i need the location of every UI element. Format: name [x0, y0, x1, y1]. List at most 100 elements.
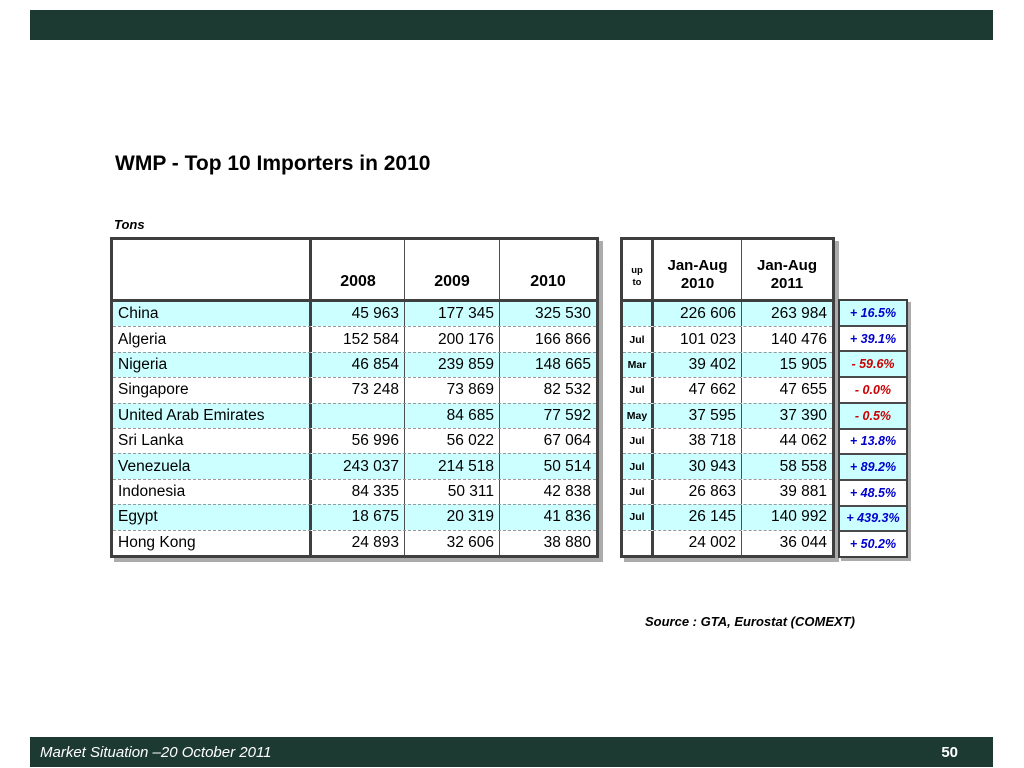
up-to-month: Jul	[629, 384, 645, 397]
value-2008: 84 335	[309, 479, 404, 505]
country-name: Hong Kong	[118, 533, 196, 551]
country-name: Algeria	[118, 330, 167, 348]
table-row: Nigeria 46 854 239 859 148 665	[113, 351, 596, 378]
value-2009: 56 022	[404, 429, 499, 454]
header-up-to-line1: up	[631, 265, 643, 277]
percent-change-value: - 0.0%	[840, 376, 906, 402]
value-2008: 243 037	[309, 454, 404, 479]
percent-change-value: - 0.5%	[840, 401, 906, 428]
table-row: Hong Kong 24 893 32 606 38 880	[113, 529, 596, 556]
table-row: China 45 963 177 345 325 530	[113, 302, 596, 327]
percent-change-value: + 89.2%	[840, 453, 906, 479]
value-2008	[309, 403, 404, 429]
value-jan-aug-2011: 15 905	[741, 352, 832, 378]
value-jan-aug-2011: 37 390	[741, 403, 832, 429]
value-jan-aug-2010: 39 402	[651, 352, 741, 378]
value-2009: 214 518	[404, 454, 499, 479]
up-to-month	[623, 302, 651, 326]
percent-change-column: + 16.5% + 39.1% - 59.6% - 0.0% - 0.5% + 13.8%…	[838, 299, 908, 558]
value-jan-aug-2011: 36 044	[741, 530, 832, 556]
header-country-blank	[113, 240, 309, 299]
value-jan-aug-2011: 140 476	[741, 327, 832, 352]
value-jan-aug-2010: 26 863	[651, 479, 741, 505]
value-jan-aug-2010: 30 943	[651, 454, 741, 479]
value-2009: 32 606	[404, 530, 499, 556]
top-template-bar	[30, 10, 993, 40]
value-2010: 82 532	[499, 378, 596, 403]
jan-aug-table-header: up to Jan-Aug 2010 Jan-Aug 2011	[623, 240, 832, 302]
percent-change-value: + 13.8%	[840, 427, 906, 454]
table-row: Venezuela 243 037 214 518 50 514	[113, 453, 596, 479]
header-jan-aug-2010: Jan-Aug 2010	[651, 240, 741, 299]
header-year-2009: 2009	[404, 240, 499, 299]
value-jan-aug-2011: 263 984	[741, 302, 832, 327]
page-number: 50	[941, 743, 958, 761]
value-2008: 18 675	[309, 505, 404, 530]
main-table-body: China 45 963 177 345 325 530 Algeria 152 584 2…	[113, 302, 596, 556]
country-name: China	[118, 305, 159, 323]
up-to-month: Jul	[629, 333, 645, 346]
value-jan-aug-2010: 26 145	[651, 505, 741, 530]
header-year-2008: 2008	[309, 240, 404, 299]
value-jan-aug-2011: 140 992	[741, 505, 832, 530]
up-to-month: Jul	[629, 486, 645, 499]
percent-change-value: + 50.2%	[840, 530, 906, 556]
value-jan-aug-2010: 101 023	[651, 327, 741, 352]
jan-aug-table-row: Jul 47 662 47 655	[623, 377, 832, 403]
main-table-header: 2008 2009 2010	[113, 240, 596, 302]
value-2010: 38 880	[499, 530, 596, 556]
value-2010: 77 592	[499, 403, 596, 429]
percent-change-value: + 16.5%	[840, 301, 906, 325]
jan-aug-table-row: Mar 39 402 15 905	[623, 351, 832, 378]
header-up-to-line2: to	[632, 277, 642, 289]
percent-change-value: + 439.3%	[840, 504, 906, 531]
value-2009: 84 685	[404, 403, 499, 429]
footer-text: Market Situation –20 October 2011	[40, 743, 272, 761]
country-name: Indonesia	[118, 483, 186, 501]
jan-aug-table-row: Jul 26 145 140 992	[623, 504, 832, 530]
table-row: Egypt 18 675 20 319 41 836	[113, 504, 596, 530]
up-to-month: May	[626, 409, 648, 422]
value-jan-aug-2010: 47 662	[651, 378, 741, 403]
country-name: Venezuela	[118, 457, 191, 475]
country-name: Egypt	[118, 508, 158, 526]
main-table: 2008 2009 2010 China 45 963 177 345 325 530…	[110, 237, 599, 558]
value-jan-aug-2010: 38 718	[651, 429, 741, 454]
table-row: Indonesia 84 335 50 311 42 838	[113, 478, 596, 505]
value-2009: 50 311	[404, 479, 499, 505]
up-to-month: Jul	[629, 511, 645, 524]
value-2008: 24 893	[309, 530, 404, 556]
percent-change-value: + 48.5%	[840, 478, 906, 505]
value-2010: 50 514	[499, 454, 596, 479]
value-jan-aug-2011: 44 062	[741, 429, 832, 454]
header-jan-aug-2010-line1: Jan-Aug	[667, 257, 728, 274]
bottom-template-bar: Market Situation –20 October 2011 50	[30, 737, 993, 767]
source-note: Source : GTA, Eurostat (COMEXT)	[645, 614, 855, 629]
value-2010: 41 836	[499, 505, 596, 530]
value-2010: 166 866	[499, 327, 596, 352]
value-jan-aug-2010: 24 002	[651, 530, 741, 556]
value-jan-aug-2010: 37 595	[651, 403, 741, 429]
table-row: Algeria 152 584 200 176 166 866	[113, 326, 596, 352]
value-2009: 73 869	[404, 378, 499, 403]
header-jan-aug-2011-line1: Jan-Aug	[757, 257, 817, 274]
value-jan-aug-2010: 226 606	[651, 302, 741, 327]
header-jan-aug-2010-line2: 2010	[680, 275, 715, 292]
value-2010: 42 838	[499, 479, 596, 505]
country-name: United Arab Emirates	[118, 406, 265, 424]
jan-aug-table-row: 24 002 36 044	[623, 529, 832, 556]
jan-aug-table-row: Jul 30 943 58 558	[623, 453, 832, 479]
jan-aug-table-row: Jul 101 023 140 476	[623, 326, 832, 352]
percent-change-value: + 39.1%	[840, 324, 906, 351]
jan-aug-table: up to Jan-Aug 2010 Jan-Aug 2011 226 606 2…	[620, 237, 835, 558]
value-2008: 73 248	[309, 378, 404, 403]
value-2009: 20 319	[404, 505, 499, 530]
country-name: Sri Lanka	[118, 432, 184, 450]
up-to-month: Jul	[629, 460, 645, 473]
country-name: Singapore	[118, 381, 189, 399]
value-2008: 152 584	[309, 327, 404, 352]
table-row: United Arab Emirates 84 685 77 592	[113, 402, 596, 429]
value-2010: 325 530	[499, 302, 596, 327]
value-2010: 148 665	[499, 352, 596, 378]
header-year-2010: 2010	[499, 240, 596, 299]
